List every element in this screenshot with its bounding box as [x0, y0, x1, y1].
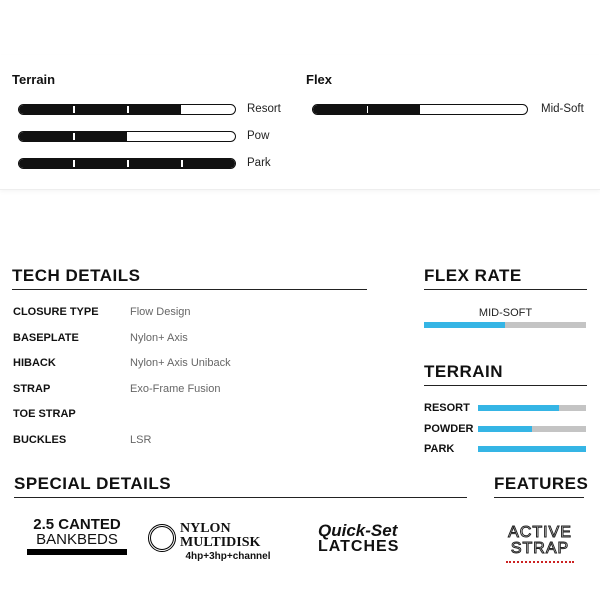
terrain-level-bar: [478, 446, 586, 452]
terrain-title: Terrain: [12, 72, 56, 87]
terrain-bar-resort: [18, 104, 236, 115]
summary-panel: Terrain Flex Resort Pow Park Mid-Soft: [0, 55, 600, 190]
flex-rate-label: MID-SOFT: [478, 307, 533, 319]
tech-key: BUCKLES: [13, 433, 67, 446]
terrain-level-bar: [478, 425, 586, 432]
quick-set-latches-logo: Quick-Set LATCHES: [318, 521, 400, 555]
terrain-bar-label: Resort: [247, 103, 281, 115]
nylon-multidisk-logo: NYLON MULTIDISK 4hp+3hp+channel: [148, 522, 288, 562]
canted-bankbeds-logo: 2.5 CANTED BANKBEDS: [27, 517, 127, 555]
tech-key: BASEPLATE: [13, 331, 79, 344]
tech-key: STRAP: [13, 382, 51, 395]
flex-label: Mid-Soft: [541, 103, 584, 115]
flex-rate-bar: [424, 322, 586, 328]
tech-value: Exo-Frame Fusion: [130, 382, 221, 395]
tech-key: TOE STRAP: [13, 408, 76, 420]
terrain-label: POWDER: [424, 422, 474, 435]
terrain-section-title: TERRAIN: [424, 362, 587, 386]
tech-value: Nylon+ Axis: [130, 331, 188, 344]
terrain-bar-pow: [18, 131, 236, 142]
terrain-level-bar: [478, 405, 586, 411]
special-details-title: SPECIAL DETAILS: [14, 474, 467, 498]
terrain-label: PARK: [424, 443, 455, 455]
terrain-label: RESORT: [424, 402, 470, 414]
terrain-bar-park: [18, 158, 236, 169]
flex-bar: [312, 104, 528, 115]
terrain-bar-label: Pow: [247, 130, 270, 142]
tech-key: CLOSURE TYPE: [13, 306, 99, 318]
terrain-bar-label: Park: [247, 157, 271, 169]
active-strap-logo: ACTIVE STRAP: [500, 524, 580, 563]
flex-title: Flex: [306, 72, 333, 87]
flex-rate-title: FLEX RATE: [424, 266, 587, 290]
tech-value: Nylon+ Axis Uniback: [130, 357, 231, 369]
tech-value: LSR: [130, 433, 152, 446]
tech-value: Flow Design: [130, 306, 191, 318]
tech-key: HIBACK: [13, 357, 56, 369]
tech-details-title: TECH DETAILS: [12, 266, 367, 290]
features-title: FEATURES: [494, 474, 588, 498]
